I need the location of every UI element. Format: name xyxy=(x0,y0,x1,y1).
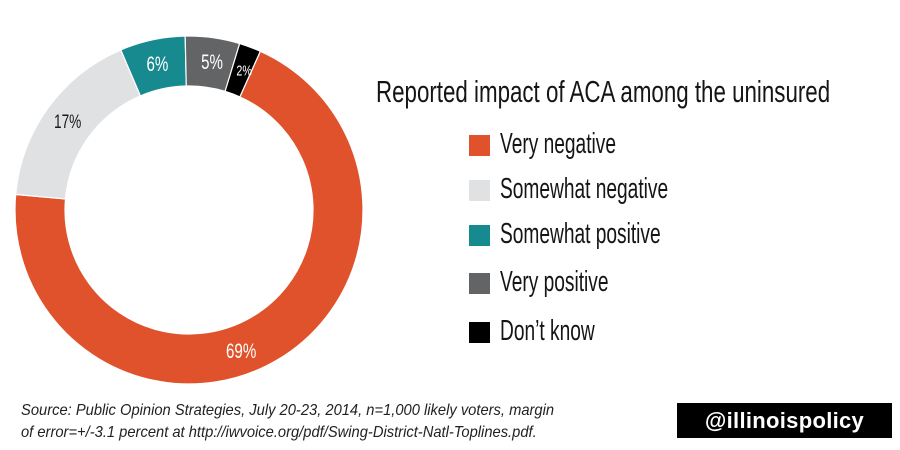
donut-slice-very-negative xyxy=(14,50,364,385)
legend-label: Don’t know xyxy=(500,315,595,347)
legend-swatch xyxy=(469,135,490,156)
legend-label: Somewhat negative xyxy=(500,173,669,205)
chart-title: Reported impact of ACA among the uninsur… xyxy=(376,74,831,109)
source-line-1: Source: Public Opinion Strategies, July … xyxy=(21,402,555,419)
legend-swatch xyxy=(469,322,490,343)
brand-badge: @illinoispolicy xyxy=(677,403,892,438)
donut-label-very-positive: 5% xyxy=(201,50,223,74)
donut-label-somewhat-negative: 17% xyxy=(54,111,82,133)
source-line-2: of error=+/-3.1 percent at http://iwvoic… xyxy=(21,424,537,441)
legend-swatch xyxy=(469,273,490,294)
brand-handle: @illinoispolicy xyxy=(704,407,865,433)
legend-label: Very negative xyxy=(500,128,616,160)
source-note: Source: Public Opinion Strategies, July … xyxy=(21,400,554,444)
donut-chart: 69% 17% 6% 5% 2% xyxy=(14,35,364,385)
donut-label-don-t-know: 2% xyxy=(236,62,252,79)
donut-label-somewhat-positive: 6% xyxy=(146,51,168,75)
donut-slice-don-t-know xyxy=(224,42,262,98)
legend-label: Somewhat positive xyxy=(500,218,661,250)
legend-swatch xyxy=(469,180,490,201)
legend-swatch xyxy=(469,225,490,246)
legend-label: Very positive xyxy=(500,266,609,298)
donut-label-very-negative: 69% xyxy=(226,339,256,363)
